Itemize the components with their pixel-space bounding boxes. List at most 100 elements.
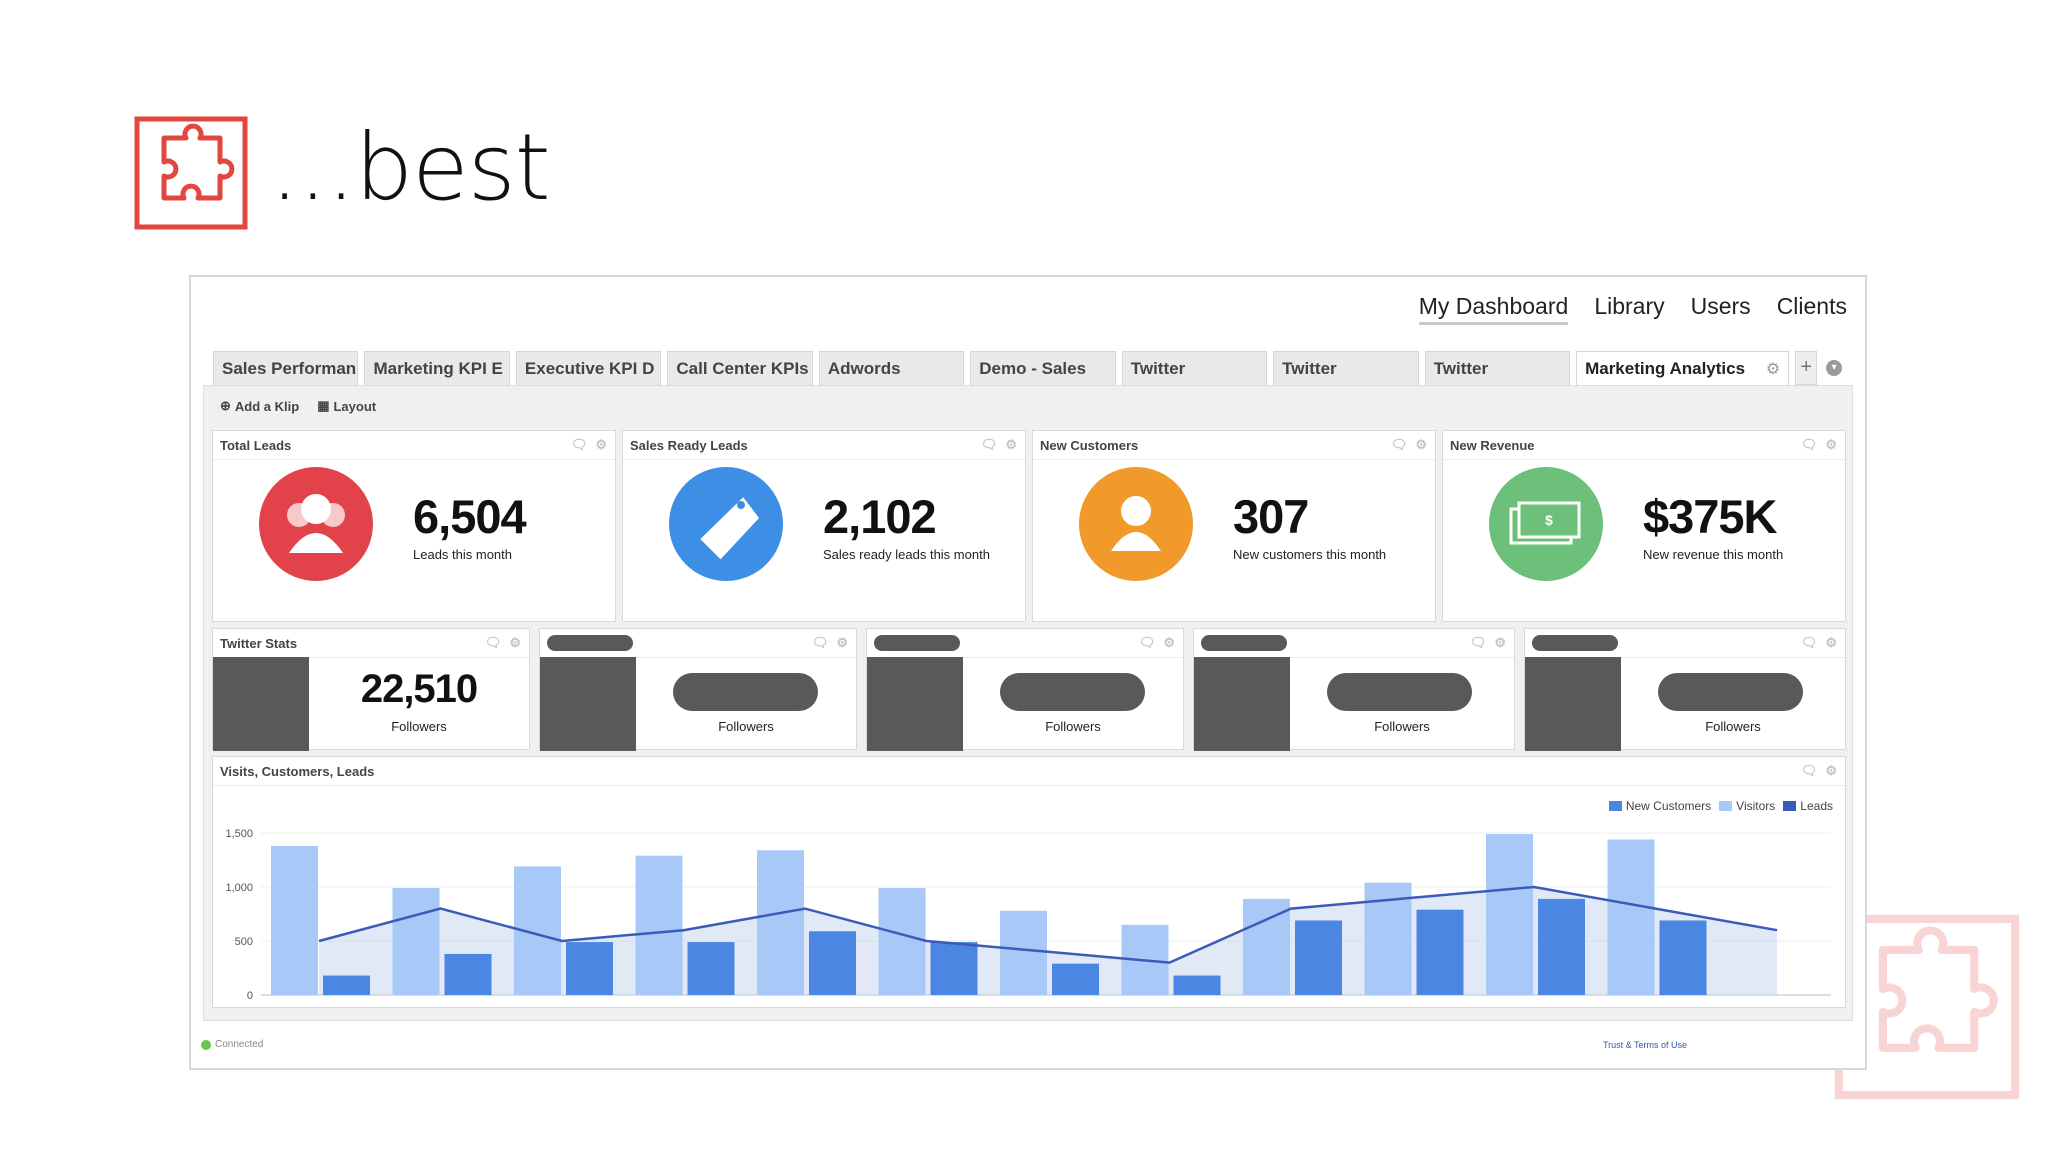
- legend-swatch: [1608, 801, 1622, 811]
- tab-sales-performance[interactable]: Sales Performan: [213, 351, 359, 385]
- visitors-bar: [1243, 898, 1290, 995]
- value-placeholder: [1327, 673, 1472, 711]
- tab-adwords[interactable]: Adwords: [818, 351, 965, 385]
- klip-twitter-stats: Twitter Stats 🗨 ⚙ 22,510 Followers: [212, 628, 530, 751]
- tab-demo-sales[interactable]: Demo - Sales: [970, 351, 1116, 385]
- new-customers-bar: [323, 975, 370, 995]
- klip-twitter-placeholder: 🗨 ⚙ Followers: [866, 628, 1184, 751]
- visits-chart: 1,500 1,000 500 0: [225, 828, 1831, 1002]
- kpi-value: 6,504: [413, 490, 527, 543]
- new-customers-bar: [809, 931, 856, 995]
- new-customers-bar: [566, 942, 613, 995]
- new-customers-bar: [1659, 920, 1707, 995]
- avatar-placeholder: [540, 657, 636, 751]
- gear-icon[interactable]: ⚙: [1415, 437, 1427, 452]
- comment-icon[interactable]: 🗨: [1469, 635, 1487, 650]
- nav-clients[interactable]: Clients: [1776, 293, 1847, 319]
- layout-button[interactable]: ▦ Layout: [317, 398, 376, 414]
- y-tick-label: 1,000: [225, 882, 253, 894]
- dashboard-tabs: Sales Performan Marketing KPI E Executiv…: [213, 351, 1845, 385]
- tab-executive-kpi[interactable]: Executive KPI D: [515, 351, 662, 385]
- gear-icon[interactable]: ⚙: [1163, 635, 1175, 650]
- comment-icon[interactable]: 🗨: [1800, 763, 1818, 778]
- kpi-value: 2,102: [823, 490, 937, 543]
- new-customers-bar: [1052, 963, 1099, 995]
- tab-twitter-2[interactable]: Twitter: [1273, 351, 1419, 385]
- leads-area: [319, 887, 1777, 995]
- klip-new-revenue: New Revenue 🗨 ⚙ $ $375K New revenue this …: [1442, 430, 1846, 622]
- tab-menu-button[interactable]: ▾: [1823, 351, 1845, 385]
- gear-icon[interactable]: ⚙: [836, 635, 848, 650]
- chevron-down-icon: ▾: [1826, 360, 1843, 376]
- klip-total-leads: Total Leads 🗨 ⚙ 6,504 Leads this month: [212, 430, 616, 622]
- chart-legend: New Customers Visitors Leads: [1608, 799, 1833, 813]
- tab-twitter-3[interactable]: Twitter: [1424, 351, 1571, 385]
- followers-label: Followers: [1374, 719, 1430, 734]
- klip-title: Total Leads: [220, 437, 292, 453]
- klip-twitter-placeholder: 🗨 ⚙ Followers: [1524, 628, 1846, 751]
- new-customers-bar: [930, 942, 978, 995]
- followers-label: Followers: [718, 719, 774, 734]
- legend-swatch: [1719, 801, 1733, 811]
- comment-icon[interactable]: 🗨: [980, 437, 998, 452]
- new-customers-bar: [1295, 920, 1342, 995]
- klip-new-customers: New Customers 🗨 ⚙ 307 New customers this …: [1032, 430, 1436, 622]
- klip-twitter-placeholder: 🗨 ⚙ Followers: [1193, 628, 1515, 751]
- comment-icon[interactable]: 🗨: [1800, 635, 1818, 650]
- new-customers-bar: [1173, 975, 1221, 995]
- tab-marketing-kpi[interactable]: Marketing KPI E: [364, 351, 510, 385]
- gear-icon[interactable]: ⚙: [595, 437, 607, 452]
- kpi-caption: Sales ready leads this month: [823, 547, 990, 562]
- followers-count: 22,510: [360, 667, 478, 711]
- gear-icon[interactable]: ⚙: [1765, 361, 1781, 378]
- gear-icon[interactable]: ⚙: [509, 635, 521, 650]
- value-placeholder: [1658, 673, 1803, 711]
- comment-icon[interactable]: 🗨: [1800, 437, 1818, 452]
- value-placeholder: [1000, 673, 1145, 711]
- avatar-placeholder: [1525, 657, 1621, 751]
- legend-item: Visitors: [1719, 799, 1775, 813]
- klip-title: Twitter Stats: [220, 635, 298, 651]
- visitors-bar: [1486, 834, 1533, 995]
- legend-item: New Customers: [1608, 799, 1712, 813]
- tab-twitter-1[interactable]: Twitter: [1121, 351, 1268, 385]
- gear-icon[interactable]: ⚙: [1825, 437, 1837, 452]
- kpi-value: 307: [1233, 490, 1309, 543]
- gear-icon[interactable]: ⚙: [1825, 763, 1837, 778]
- kpi-value: $375K: [1643, 490, 1777, 543]
- comment-icon[interactable]: 🗨: [484, 635, 502, 650]
- comment-icon[interactable]: 🗨: [811, 635, 829, 650]
- tab-call-center-kpis[interactable]: Call Center KPIs: [667, 351, 813, 385]
- gear-icon[interactable]: ⚙: [1825, 635, 1837, 650]
- kpi-caption: New customers this month: [1233, 547, 1387, 562]
- comment-icon[interactable]: 🗨: [570, 437, 588, 452]
- nav-library[interactable]: Library: [1594, 293, 1665, 319]
- nav-users[interactable]: Users: [1690, 293, 1751, 319]
- visitors-bar: [878, 888, 926, 995]
- visitors-bar: [1607, 839, 1655, 995]
- add-tab-button[interactable]: +: [1795, 351, 1818, 385]
- comment-icon[interactable]: 🗨: [1138, 635, 1156, 650]
- avatar-placeholder: [867, 657, 963, 751]
- kpi-caption: Leads this month: [413, 547, 513, 562]
- trust-terms-link[interactable]: Trust & Terms of Use: [1603, 1040, 1688, 1050]
- status-label: Connected: [215, 1039, 264, 1050]
- tab-marketing-analytics[interactable]: Marketing Analytics ⚙: [1576, 351, 1790, 385]
- tag-icon: [669, 467, 783, 581]
- klip-visits-customers-leads: Visits, Customers, Leads 🗨 ⚙ New Customer…: [212, 756, 1846, 1008]
- title-placeholder: [1201, 635, 1287, 651]
- klip-twitter-placeholder: 🗨 ⚙ Followers: [539, 628, 857, 751]
- add-klip-button[interactable]: ⊕ Add a Klip: [220, 398, 299, 414]
- gear-icon[interactable]: ⚙: [1494, 635, 1506, 650]
- gear-icon[interactable]: ⚙: [1005, 437, 1017, 452]
- new-customers-bar: [687, 942, 735, 995]
- legend-label: New Customers: [1625, 799, 1712, 813]
- nav-my-dashboard[interactable]: My Dashboard: [1418, 293, 1569, 325]
- visitors-bar: [757, 850, 804, 995]
- top-nav: My Dashboard Library Users Clients: [1418, 293, 1847, 325]
- connection-status: Connected: [201, 1039, 263, 1050]
- kpi-caption: New revenue this month: [1643, 547, 1784, 562]
- status-dot-icon: [201, 1039, 211, 1050]
- comment-icon[interactable]: 🗨: [1390, 437, 1408, 452]
- title-placeholder: [1532, 635, 1618, 651]
